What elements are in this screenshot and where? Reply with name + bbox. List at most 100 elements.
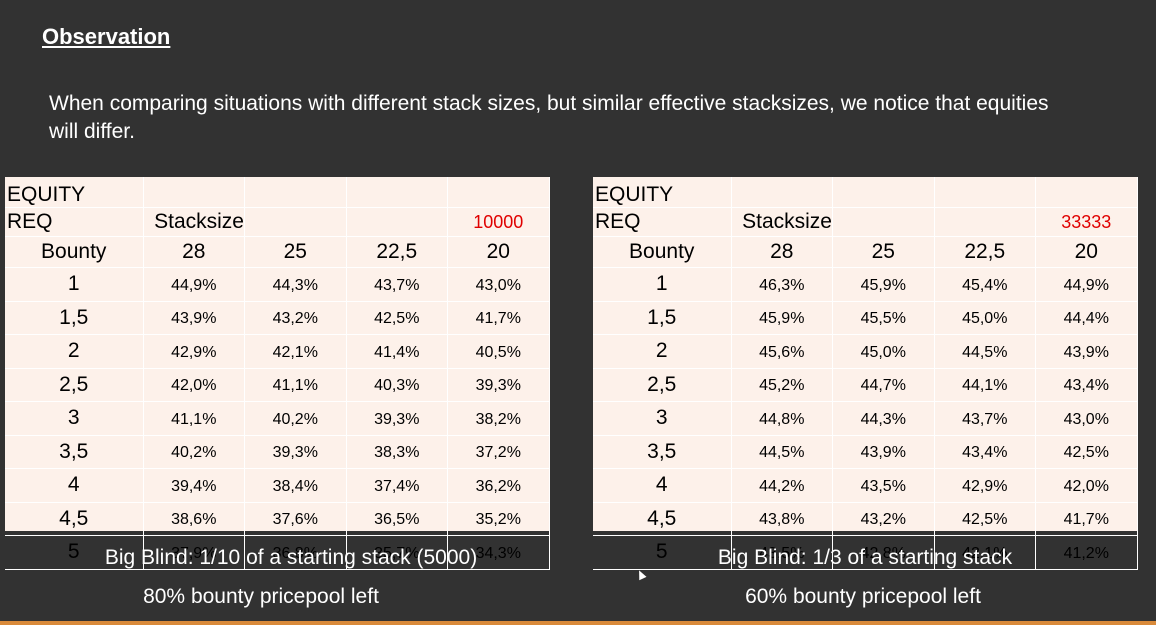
equity-cell: 43,9% (143, 301, 245, 335)
equity-cell: 38,6% (143, 502, 245, 536)
bounty-cell: 3,5 (593, 435, 732, 469)
column-header: 25 (244, 236, 347, 268)
equity-cell: 42,5% (934, 502, 1036, 536)
right-caption-pricepool: 60% bounty pricepool left (745, 585, 981, 608)
equity-cell: 41,7% (447, 301, 550, 335)
equity-cell: 42,0% (1035, 468, 1138, 503)
equity-cell: 39,4% (143, 468, 245, 503)
bounty-label: Bounty (593, 236, 732, 268)
equity-cell: 36,2% (447, 468, 550, 503)
table-row: 1,5 43,9% 43,2% 42,5% 41,7% (5, 301, 550, 335)
equity-cell: 42,5% (346, 301, 448, 335)
table-row: 3 41,1% 40,2% 39,3% 38,2% (5, 401, 550, 436)
equity-cell: 40,2% (244, 401, 347, 436)
table-row: 3,5 44,5% 43,9% 43,4% 42,5% (593, 435, 1138, 469)
equity-cell: 38,4% (244, 468, 347, 503)
column-header: 20 (1035, 236, 1138, 268)
equity-cell: 43,0% (447, 267, 550, 302)
header-equity: EQUITY (5, 177, 144, 208)
bounty-cell: 2,5 (593, 368, 732, 402)
equity-cell: 37,9% (143, 535, 245, 570)
equity-cell: 38,2% (447, 401, 550, 436)
equity-cell: 36,5% (346, 502, 448, 536)
equity-cell: 44,4% (1035, 301, 1138, 335)
equity-cell: 42,0% (143, 368, 245, 402)
table-row: 3,5 40,2% 39,3% 38,3% 37,2% (5, 435, 550, 469)
table-row: 1 44,9% 44,3% 43,7% 43,0% (5, 267, 550, 302)
bounty-cell: 4 (593, 468, 732, 503)
equity-cell: 43,2% (244, 301, 347, 335)
equity-cell: 43,7% (346, 267, 448, 302)
bounty-cell: 5 (5, 535, 144, 570)
equity-cell: 42,9% (143, 334, 245, 369)
left-caption-pricepool: 80% bounty pricepool left (143, 585, 379, 608)
left-caption-big-blind: Big Blind: 1/10 of a starting stack (500… (104, 546, 478, 569)
equity-cell: 44,8% (731, 401, 833, 436)
column-header: 25 (832, 236, 935, 268)
equity-cell: 43,5% (731, 535, 833, 570)
equity-cell: 45,0% (832, 334, 935, 369)
bounty-cell: 1 (5, 267, 144, 302)
table-row: 1 46,3% 45,9% 45,4% 44,9% (593, 267, 1138, 302)
bounty-cell: 1,5 (593, 301, 732, 335)
bounty-label: Bounty (5, 236, 144, 268)
bounty-cell: 3,5 (5, 435, 144, 469)
bounty-cell: 4,5 (593, 502, 732, 536)
table-body: EQUITY REQ Stacksize 10000 Bounty 28 25 … (5, 177, 550, 570)
table-row: 2 45,6% 45,0% 44,5% 43,9% (593, 334, 1138, 369)
equity-cell: 40,3% (346, 368, 448, 402)
equity-cell: 39,3% (244, 435, 347, 469)
equity-cell: 44,3% (244, 267, 347, 302)
table-body: EQUITY REQ Stacksize 33333 Bounty 28 25 … (593, 177, 1138, 570)
bounty-cell: 2 (593, 334, 732, 369)
equity-cell: 41,4% (346, 334, 448, 369)
mouse-cursor-icon (635, 568, 647, 581)
equity-cell: 44,9% (1035, 267, 1138, 302)
equity-cell: 39,3% (447, 368, 550, 402)
equity-table: EQUITY REQ Stacksize 33333 Bounty 28 25 … (593, 177, 1138, 570)
header-req: REQ (5, 207, 144, 237)
slide-title: Observation (42, 24, 171, 49)
table-row: 4,5 43,8% 43,2% 42,5% 41,7% (593, 502, 1138, 536)
bounty-cell: 3 (5, 401, 144, 436)
stacksize-label: Stacksize (154, 210, 244, 233)
column-header: 22,5 (934, 236, 1036, 268)
equity-cell: 37,6% (244, 502, 347, 536)
table-row: 4 44,2% 43,5% 42,9% 42,0% (593, 468, 1138, 503)
equity-cell: 43,9% (832, 435, 935, 469)
equity-cell: 38,3% (346, 435, 448, 469)
equity-cell: 43,7% (934, 401, 1036, 436)
equity-cell: 37,4% (346, 468, 448, 503)
equity-cell: 46,3% (731, 267, 833, 302)
equity-cell: 45,4% (934, 267, 1036, 302)
column-header: 20 (447, 236, 550, 268)
bounty-cell: 2 (5, 334, 144, 369)
header-equity: EQUITY (593, 177, 732, 208)
column-header: 22,5 (346, 236, 448, 268)
equity-cell: 45,2% (731, 368, 833, 402)
equity-table-left: EQUITY REQ Stacksize 10000 Bounty 28 25 … (5, 177, 550, 570)
bounty-cell: 1 (593, 267, 732, 302)
equity-cell: 43,4% (934, 435, 1036, 469)
intro-text: When comparing situations with different… (49, 92, 1049, 143)
equity-cell: 44,7% (832, 368, 935, 402)
column-header: 28 (731, 236, 833, 268)
bottom-accent-line (0, 621, 1156, 625)
header-req: REQ (593, 207, 732, 237)
table-row: 5 43,5% 42,8% 42,1% 41,2% (593, 535, 1138, 570)
equity-cell: 41,1% (143, 401, 245, 436)
equity-cell: 45,5% (832, 301, 935, 335)
equity-table: EQUITY REQ Stacksize 10000 Bounty 28 25 … (5, 177, 550, 570)
equity-cell: 45,6% (731, 334, 833, 369)
equity-cell: 40,5% (447, 334, 550, 369)
equity-cell: 45,9% (832, 267, 935, 302)
equity-cell: 43,2% (832, 502, 935, 536)
equity-cell: 36,8% (244, 535, 347, 570)
equity-cell: 44,2% (731, 468, 833, 503)
table-row: 4 39,4% 38,4% 37,4% 36,2% (5, 468, 550, 503)
stacksize-label: Stacksize (742, 210, 832, 233)
equity-cell: 44,3% (832, 401, 935, 436)
equity-cell: 43,9% (1035, 334, 1138, 369)
right-caption-big-blind: Big Blind: 1/3 of a starting stack (717, 546, 1013, 569)
equity-cell: 42,1% (244, 334, 347, 369)
